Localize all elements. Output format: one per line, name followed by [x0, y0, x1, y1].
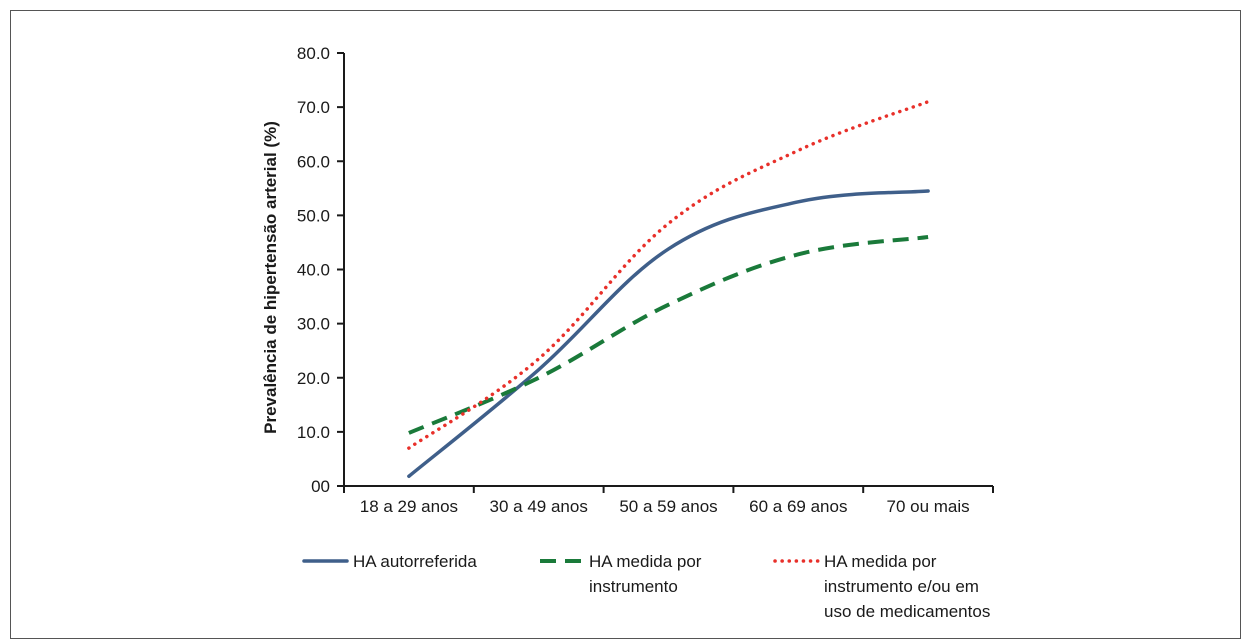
x-tick-label: 60 a 69 anos	[749, 497, 847, 516]
series-lines	[407, 99, 930, 479]
x-tick-label: 50 a 59 anos	[619, 497, 717, 516]
y-tick-label: 00	[311, 477, 330, 496]
y-tick-label: 20.0	[297, 369, 330, 388]
x-tick-label: 18 a 29 anos	[360, 497, 458, 516]
y-tick-label: 60.0	[297, 152, 330, 171]
series-line-2	[408, 235, 929, 435]
figure-frame	[10, 10, 1241, 639]
legend-label-1: HA autorreferida	[353, 552, 477, 571]
x-tick-label: 30 a 49 anos	[490, 497, 588, 516]
y-tick-label: 70.0	[297, 98, 330, 117]
legend-label-2: HA medida por instrumento	[589, 552, 702, 596]
y-tick-label: 50.0	[297, 206, 330, 225]
legend: HA autorreferida HA medida por instrumento…	[302, 552, 990, 621]
legend-label-3: HA medida por instrumento e/ou em uso de m…	[824, 552, 990, 621]
y-tick-label: 80.0	[297, 44, 330, 63]
series-line-3	[407, 99, 930, 450]
x-axis: 18 a 29 anos 30 a 49 anos 50 a 59 anos 60 a…	[343, 485, 994, 516]
y-tick-label: 30.0	[297, 315, 330, 334]
series-line-1	[407, 189, 930, 479]
y-tick-label: 10.0	[297, 423, 330, 442]
y-tick-label: 40.0	[297, 261, 330, 280]
y-axis-title: Prevalência de hipertensão arterial (%)	[261, 121, 280, 434]
x-tick-label: 70 ou mais	[887, 497, 970, 516]
y-axis: 00 10.0 20.0 30.0 40.0 50.0 60.0 70.0 80.0	[297, 44, 345, 496]
